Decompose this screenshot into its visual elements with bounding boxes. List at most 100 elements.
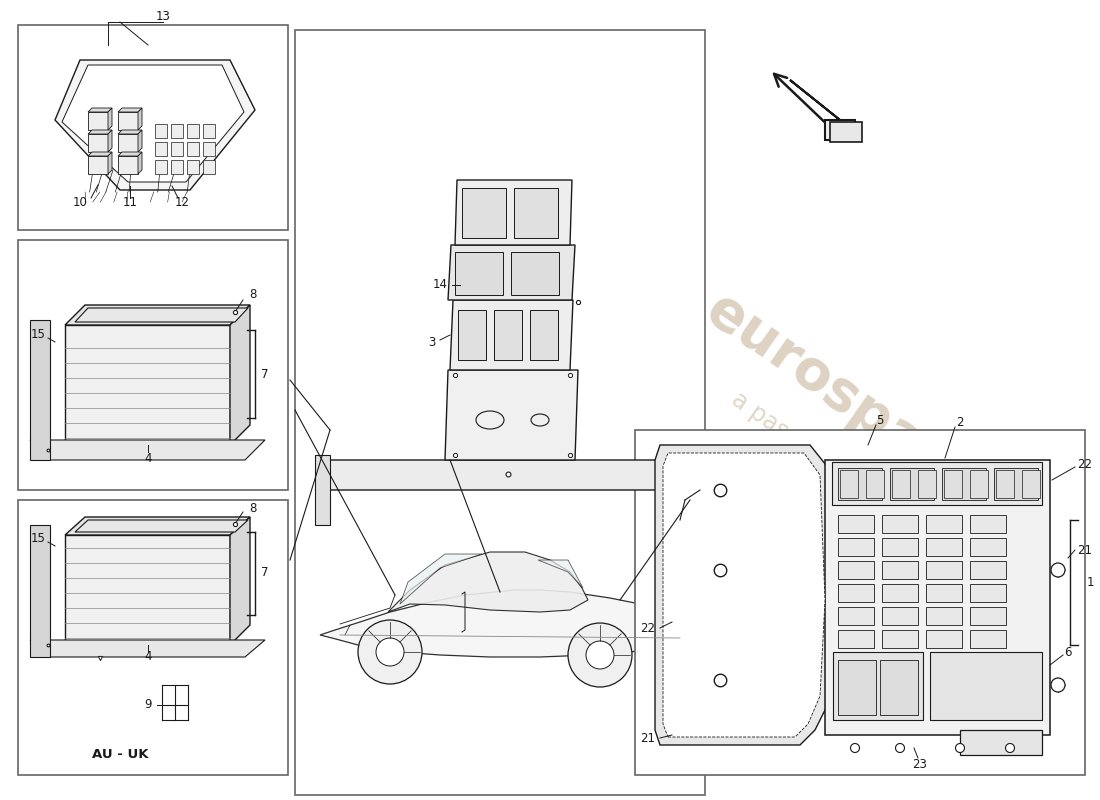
Polygon shape [65, 517, 250, 535]
Polygon shape [926, 607, 962, 625]
Polygon shape [108, 152, 112, 174]
Circle shape [1050, 678, 1065, 692]
Polygon shape [446, 370, 578, 460]
Text: 9: 9 [144, 698, 152, 711]
Polygon shape [832, 462, 1042, 505]
Polygon shape [118, 130, 142, 134]
Polygon shape [170, 142, 183, 156]
Polygon shape [187, 142, 199, 156]
Circle shape [1050, 563, 1065, 577]
Polygon shape [970, 470, 988, 498]
Polygon shape [400, 554, 482, 604]
Text: 13: 13 [155, 10, 170, 23]
Circle shape [358, 620, 422, 684]
Polygon shape [840, 470, 858, 498]
Polygon shape [838, 468, 882, 500]
Polygon shape [944, 470, 962, 498]
Polygon shape [204, 124, 214, 138]
Polygon shape [538, 560, 583, 588]
Polygon shape [996, 470, 1014, 498]
Text: 8: 8 [250, 289, 256, 302]
FancyBboxPatch shape [18, 25, 288, 230]
Polygon shape [118, 112, 138, 130]
Polygon shape [138, 108, 142, 130]
Polygon shape [970, 607, 1007, 625]
Circle shape [956, 743, 965, 753]
Polygon shape [118, 134, 138, 152]
Polygon shape [882, 561, 918, 579]
Polygon shape [838, 607, 875, 625]
Polygon shape [204, 160, 214, 174]
Polygon shape [790, 80, 855, 140]
Polygon shape [530, 310, 558, 360]
Polygon shape [230, 517, 250, 645]
Polygon shape [882, 630, 918, 648]
Polygon shape [108, 130, 112, 152]
Text: 4: 4 [144, 451, 152, 465]
Polygon shape [320, 590, 685, 657]
Polygon shape [880, 660, 918, 715]
Polygon shape [830, 122, 862, 142]
Polygon shape [88, 134, 108, 152]
Circle shape [568, 623, 632, 687]
Polygon shape [30, 640, 265, 657]
Polygon shape [825, 460, 1050, 735]
Text: 2: 2 [956, 415, 964, 429]
Polygon shape [942, 468, 986, 500]
Text: 22: 22 [640, 622, 656, 634]
Polygon shape [170, 124, 183, 138]
Polygon shape [88, 108, 112, 112]
Polygon shape [118, 108, 142, 112]
Circle shape [850, 743, 859, 753]
Polygon shape [838, 630, 875, 648]
Polygon shape [65, 305, 250, 325]
Polygon shape [455, 252, 503, 295]
Text: 21: 21 [1078, 543, 1092, 557]
Circle shape [586, 641, 614, 669]
Polygon shape [512, 252, 559, 295]
Polygon shape [882, 607, 918, 625]
Polygon shape [88, 152, 112, 156]
Polygon shape [970, 515, 1007, 533]
Polygon shape [65, 325, 230, 445]
Text: 22: 22 [1078, 458, 1092, 471]
Polygon shape [918, 470, 936, 498]
Polygon shape [62, 65, 244, 182]
Polygon shape [155, 124, 167, 138]
Polygon shape [892, 470, 910, 498]
Polygon shape [88, 112, 108, 130]
Text: 15: 15 [31, 531, 45, 545]
Polygon shape [30, 320, 50, 460]
Polygon shape [926, 538, 962, 556]
Text: eurosparès: eurosparès [695, 282, 1014, 528]
Polygon shape [926, 515, 962, 533]
Polygon shape [155, 160, 167, 174]
Polygon shape [838, 660, 876, 715]
Polygon shape [930, 652, 1042, 720]
Polygon shape [890, 468, 934, 500]
Polygon shape [994, 468, 1038, 500]
Text: 15: 15 [31, 329, 45, 342]
Text: 21: 21 [640, 731, 656, 745]
Polygon shape [514, 188, 558, 238]
Polygon shape [388, 552, 588, 612]
Polygon shape [838, 515, 875, 533]
Text: 5: 5 [877, 414, 883, 426]
Text: a passion for parts since 1985: a passion for parts since 1985 [727, 388, 1033, 612]
Polygon shape [970, 538, 1007, 556]
Polygon shape [187, 124, 199, 138]
Polygon shape [838, 584, 875, 602]
Circle shape [1005, 743, 1014, 753]
Polygon shape [315, 455, 330, 525]
FancyBboxPatch shape [18, 240, 288, 490]
Polygon shape [75, 308, 248, 322]
Text: 3: 3 [428, 335, 436, 349]
Polygon shape [462, 188, 506, 238]
Polygon shape [960, 730, 1042, 755]
Polygon shape [30, 525, 50, 657]
Polygon shape [55, 60, 255, 190]
Polygon shape [75, 520, 248, 532]
Polygon shape [882, 515, 918, 533]
Polygon shape [833, 652, 923, 720]
Polygon shape [30, 440, 265, 460]
